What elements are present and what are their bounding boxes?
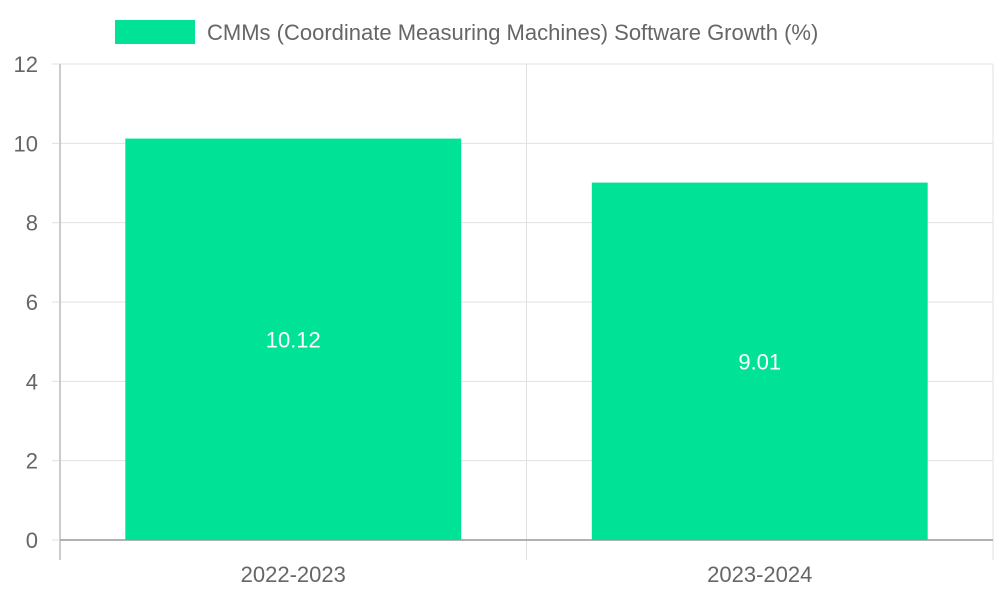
y-tick-label: 6 — [26, 290, 38, 315]
data-label: 10.12 — [266, 327, 321, 352]
data-label: 9.01 — [738, 349, 781, 374]
bar-2022-2023[interactable] — [125, 138, 462, 540]
y-tick-label: 8 — [26, 211, 38, 236]
labels: 0 2 4 6 8 10 12 10.12 2022-2023 9.01 2023-2024 — [14, 52, 813, 587]
legend[interactable]: CMMs (Coordinate Measuring Machines) Sof… — [115, 20, 818, 45]
y-tick-label: 2 — [26, 449, 38, 474]
x-tick-label: 2023-2024 — [707, 562, 812, 587]
y-tick-label: 0 — [26, 528, 38, 553]
legend-swatch — [115, 20, 195, 44]
bar-2023-2024[interactable] — [591, 182, 928, 540]
y-tick-label: 4 — [26, 369, 38, 394]
bars — [125, 138, 928, 540]
y-tick-label: 12 — [14, 52, 38, 77]
x-tick-label: 2022-2023 — [241, 562, 346, 587]
y-tick-label: 10 — [14, 131, 38, 156]
legend-label: CMMs (Coordinate Measuring Machines) Sof… — [207, 20, 818, 45]
